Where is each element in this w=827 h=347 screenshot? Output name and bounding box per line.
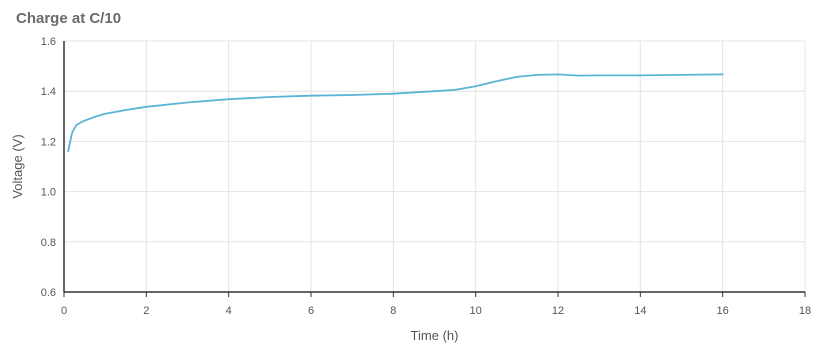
grid [64, 40, 806, 292]
x-tick-label: 8 [390, 305, 396, 317]
chart-title: Charge at C/10 [16, 10, 122, 27]
series-lines [67, 73, 724, 153]
x-tick-label: 12 [552, 305, 564, 317]
x-tick-label: 10 [470, 305, 482, 317]
x-tick-label: 16 [717, 305, 729, 317]
x-tick-label: 6 [308, 305, 314, 317]
x-tick-label: 18 [799, 305, 811, 317]
x-tick-label: 14 [634, 305, 646, 317]
y-tick-label: 1.4 [41, 86, 56, 98]
y-tick-label: 1.0 [41, 187, 56, 199]
y-tick-label: 1.2 [41, 136, 56, 148]
x-tick-label: 2 [143, 305, 149, 317]
x-tick-label: 0 [61, 305, 67, 317]
axes [63, 41, 806, 297]
x-axis-label: Time (h) [411, 328, 459, 343]
x-tick-label: 4 [226, 305, 232, 317]
y-axis-label: Voltage (V) [10, 134, 25, 198]
y-tick-label: 0.6 [41, 287, 56, 299]
y-tick-label: 0.8 [41, 237, 56, 249]
series-line-0 [67, 73, 724, 153]
tick-labels: 0.6 0.8 1.0 1.2 1.4 1.6 0 2 4 6 8 10 12 14 16 18 [41, 36, 811, 317]
y-tick-label: 1.6 [41, 36, 56, 48]
